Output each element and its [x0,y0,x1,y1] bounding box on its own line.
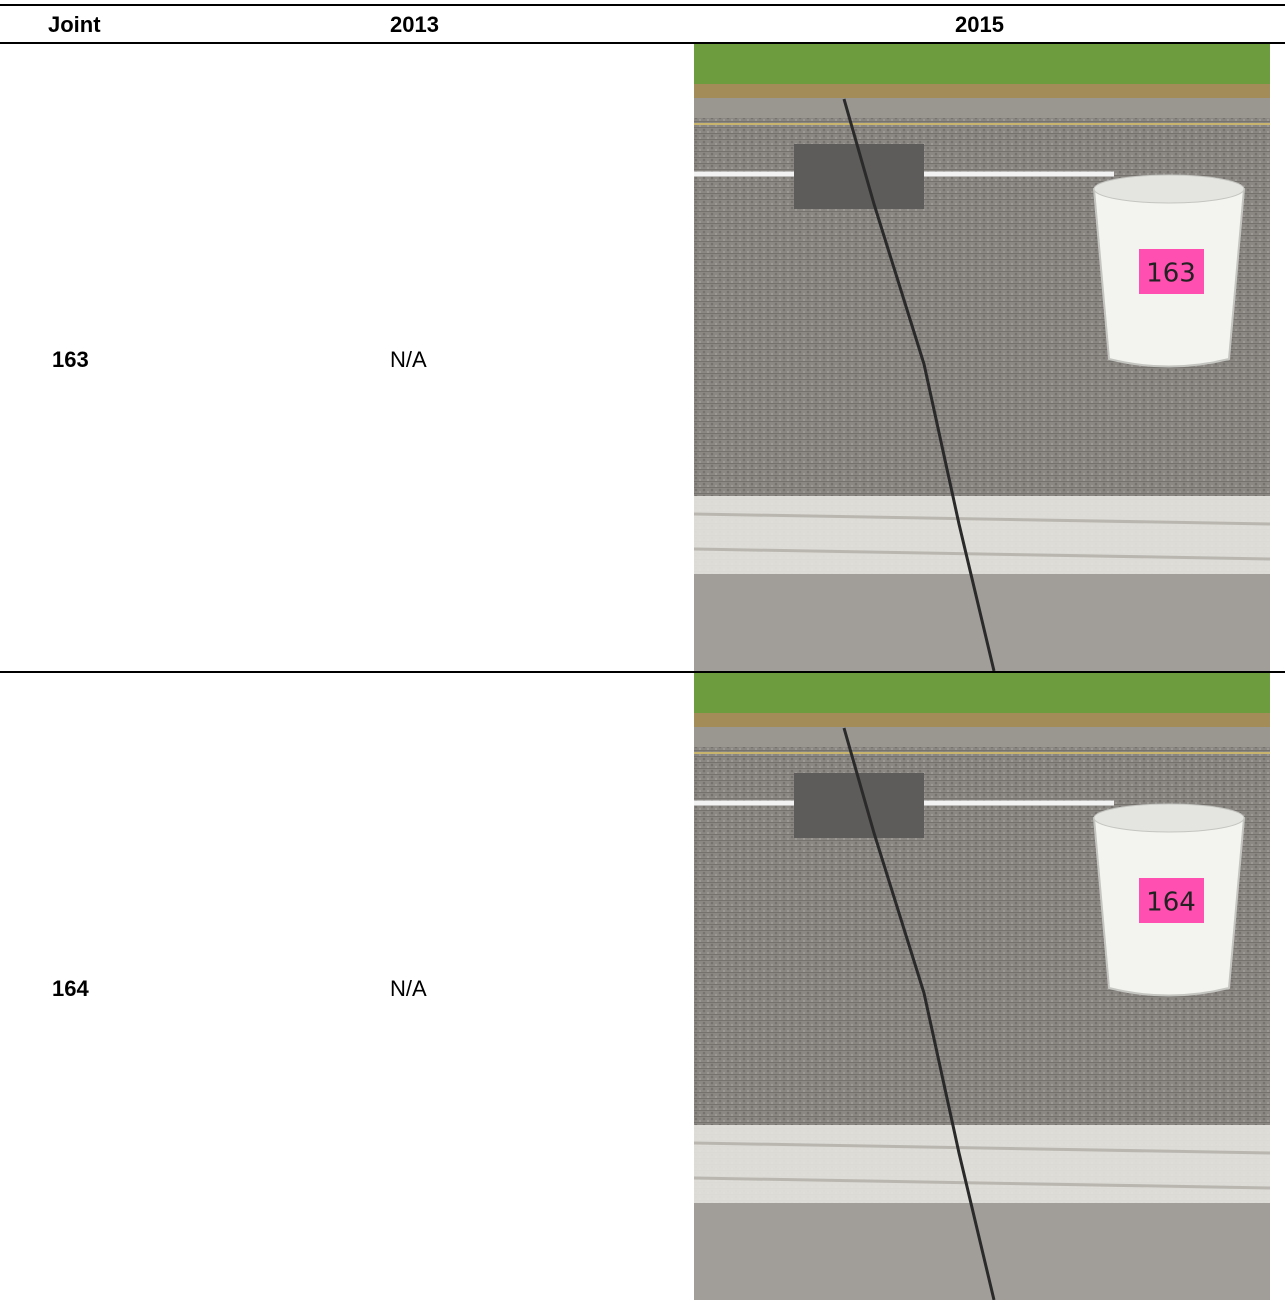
joint-cell: 163 [52,347,89,372]
bucket-label: 163 [1146,259,1196,289]
header-rule [0,42,1285,44]
header-2013: 2013 [390,12,439,37]
joint-cell: 164 [52,976,89,1001]
joint-photo: 163 [694,44,1270,671]
row-rule [0,671,1285,673]
header-2015: 2015 [955,12,1004,37]
bucket-label: 164 [1146,888,1196,918]
header-joint: Joint [48,12,101,37]
table-top-rule [0,4,1285,6]
joint-photo: 164 [694,673,1270,1300]
year-2013-cell: N/A [390,347,427,372]
year-2013-cell: N/A [390,976,427,1001]
